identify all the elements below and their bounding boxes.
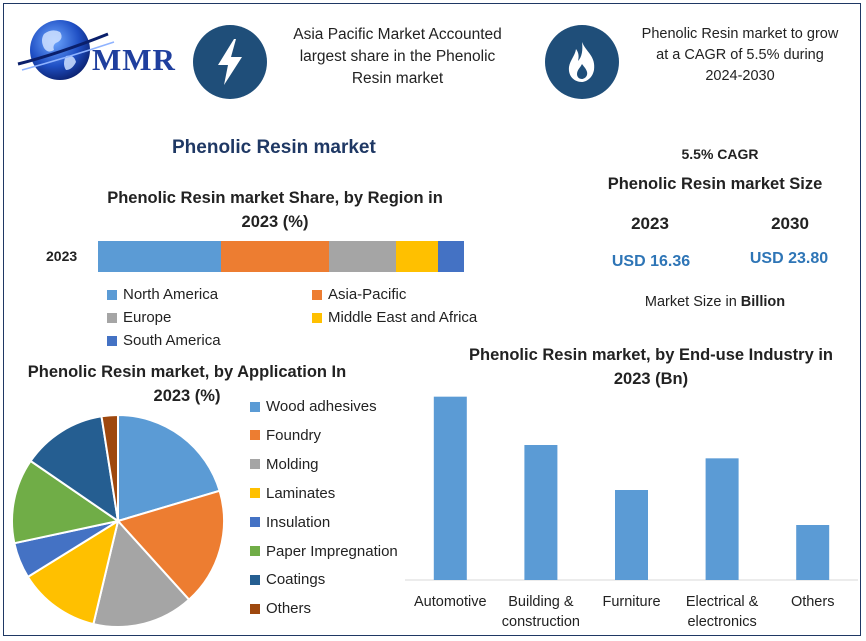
legend-swatch — [107, 335, 117, 346]
value-2023: USD 16.36 — [611, 253, 691, 270]
flame-icon — [568, 42, 595, 82]
region-bar-category: 2023 — [46, 248, 78, 264]
region-legend-north-america: North America — [107, 286, 218, 303]
region-legend-south-america: South America — [107, 332, 221, 349]
pie-legend-wood-adhesives: Wood adhesives — [250, 398, 377, 415]
region-legend-asia-pacific: Asia-Pacific — [312, 286, 406, 303]
page-title: Phenolic Resin market — [172, 137, 376, 158]
region-segment-asia-pacific — [220, 241, 329, 272]
legend-label: Europe — [123, 309, 172, 326]
bar-others — [796, 525, 830, 580]
pie-slice-laminates — [26, 518, 120, 626]
legend-swatch — [250, 430, 260, 441]
mmr-logo — [14, 14, 184, 86]
logo-text: MMR — [92, 42, 176, 77]
application-pie-chart — [11, 413, 225, 628]
legend-label: Others — [266, 600, 312, 618]
legend-swatch — [250, 603, 260, 614]
legend-swatch — [250, 546, 260, 556]
market-size-note-prefix: Market Size in — [644, 294, 741, 310]
x-tick-label-others: Others — [791, 594, 835, 610]
pie-slice-paper-impregnation — [11, 459, 121, 545]
x-tick-label-automotive: Automotive — [414, 594, 487, 610]
bar-furniture — [615, 490, 648, 580]
region-segment-north-america — [98, 241, 221, 272]
enduse-chart-title: Phenolic Resin market, by End-use Indust… — [469, 346, 833, 388]
bar-electrical-electronics — [705, 458, 739, 580]
bar-automotive — [433, 396, 467, 580]
cagr-label: 5.5% CAGR — [681, 146, 759, 162]
pie-legend-foundry: Foundry — [250, 427, 321, 444]
legend-swatch — [250, 517, 260, 528]
market-size-note: Market Size in Billion — [600, 294, 830, 310]
flame-icon-badge — [545, 25, 619, 99]
pie-slice-coatings — [29, 415, 120, 524]
x-tick-label-electrical-electronics: Electrical & electronics — [686, 594, 759, 630]
legend-swatch — [107, 289, 117, 300]
legend-swatch — [107, 312, 117, 323]
legend-label: Middle East and Africa — [328, 309, 478, 326]
pie-legend-paper-impregnation: Paper Impregnation — [250, 543, 398, 560]
region-stacked-bar — [98, 241, 464, 272]
x-tick-label-building-construction: Building & construction — [502, 594, 580, 630]
region-chart-title: Phenolic Resin market Share, by Region i… — [107, 189, 443, 231]
pie-legend-molding: Molding — [250, 456, 319, 473]
legend-swatch — [312, 289, 322, 300]
legend-swatch — [312, 312, 322, 323]
pie-legend-insulation: Insulation — [250, 514, 330, 531]
fact-asia-pacific: Asia Pacific Market Accounted largest sh… — [293, 26, 502, 87]
year-2023-label: 2023 — [631, 214, 669, 233]
legend-label: South America — [123, 332, 221, 349]
region-segment-europe — [328, 241, 397, 272]
region-legend-europe: Europe — [107, 309, 171, 326]
legend-label: Paper Impregnation — [266, 542, 398, 560]
x-tick-label-furniture: Furniture — [602, 594, 660, 610]
application-chart-title: Phenolic Resin market, by Application In… — [27, 363, 347, 405]
region-legend-middle-east-and-africa: Middle East and Africa — [312, 309, 477, 326]
pie-legend-others: Others — [250, 600, 311, 617]
pie-slice-molding — [92, 518, 191, 628]
year-2030-label: 2030 — [771, 214, 809, 233]
market-size-note-unit: Billion — [740, 294, 786, 310]
enduse-bar-chart: Automotive Building & construction Furnitur… — [405, 396, 858, 630]
lightning-icon-badge — [193, 25, 267, 99]
pie-slice-others — [100, 413, 119, 522]
legend-label: North America — [123, 286, 219, 303]
fact-cagr: Phenolic Resin market to grow at a CAGR … — [641, 26, 839, 84]
region-segment-south-america — [437, 241, 464, 272]
legend-label: Coatings — [266, 571, 326, 589]
market-size-title: Phenolic Resin market Size — [607, 175, 823, 193]
bar-building-construction — [524, 445, 558, 580]
legend-swatch — [250, 459, 260, 470]
legend-label: Wood adhesives — [266, 398, 377, 415]
value-2030: USD 23.80 — [749, 250, 829, 267]
legend-label: Laminates — [266, 484, 336, 502]
lightning-icon — [218, 39, 242, 85]
legend-label: Foundry — [266, 426, 322, 444]
legend-label: Asia-Pacific — [328, 286, 407, 303]
pie-slice-foundry — [116, 489, 225, 602]
region-segment-middle-east-and-africa — [396, 241, 438, 272]
pie-legend-laminates: Laminates — [250, 485, 335, 502]
legend-swatch — [250, 574, 260, 585]
legend-label: Insulation — [266, 513, 331, 531]
legend-label: Molding — [266, 455, 319, 473]
legend-swatch — [250, 401, 260, 412]
legend-swatch — [250, 488, 260, 499]
pie-legend-coatings: Coatings — [250, 571, 325, 588]
pie-slice-wood-adhesives — [117, 413, 221, 523]
